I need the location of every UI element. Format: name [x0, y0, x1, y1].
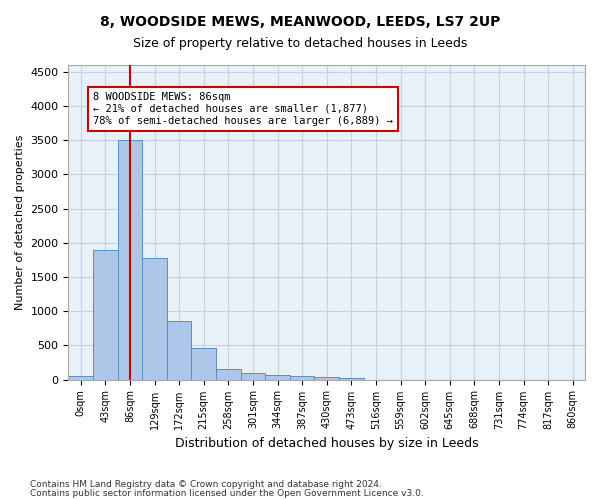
Y-axis label: Number of detached properties: Number of detached properties: [15, 134, 25, 310]
Text: 8, WOODSIDE MEWS, MEANWOOD, LEEDS, LS7 2UP: 8, WOODSIDE MEWS, MEANWOOD, LEEDS, LS7 2…: [100, 15, 500, 29]
Bar: [118, 140, 142, 380]
Bar: [265, 375, 290, 380]
Bar: [191, 348, 216, 380]
Bar: [314, 377, 339, 380]
Text: 8 WOODSIDE MEWS: 86sqm
← 21% of detached houses are smaller (1,877)
78% of semi-: 8 WOODSIDE MEWS: 86sqm ← 21% of detached…: [93, 92, 393, 126]
Bar: [142, 258, 167, 380]
Bar: [290, 376, 314, 380]
Bar: [339, 378, 364, 380]
Text: Size of property relative to detached houses in Leeds: Size of property relative to detached ho…: [133, 38, 467, 51]
Text: Contains HM Land Registry data © Crown copyright and database right 2024.: Contains HM Land Registry data © Crown c…: [30, 480, 382, 489]
X-axis label: Distribution of detached houses by size in Leeds: Distribution of detached houses by size …: [175, 437, 479, 450]
Bar: [68, 376, 93, 380]
Bar: [216, 368, 241, 380]
Text: Contains public sector information licensed under the Open Government Licence v3: Contains public sector information licen…: [30, 488, 424, 498]
Bar: [93, 250, 118, 380]
Bar: [241, 372, 265, 380]
Bar: [167, 322, 191, 380]
